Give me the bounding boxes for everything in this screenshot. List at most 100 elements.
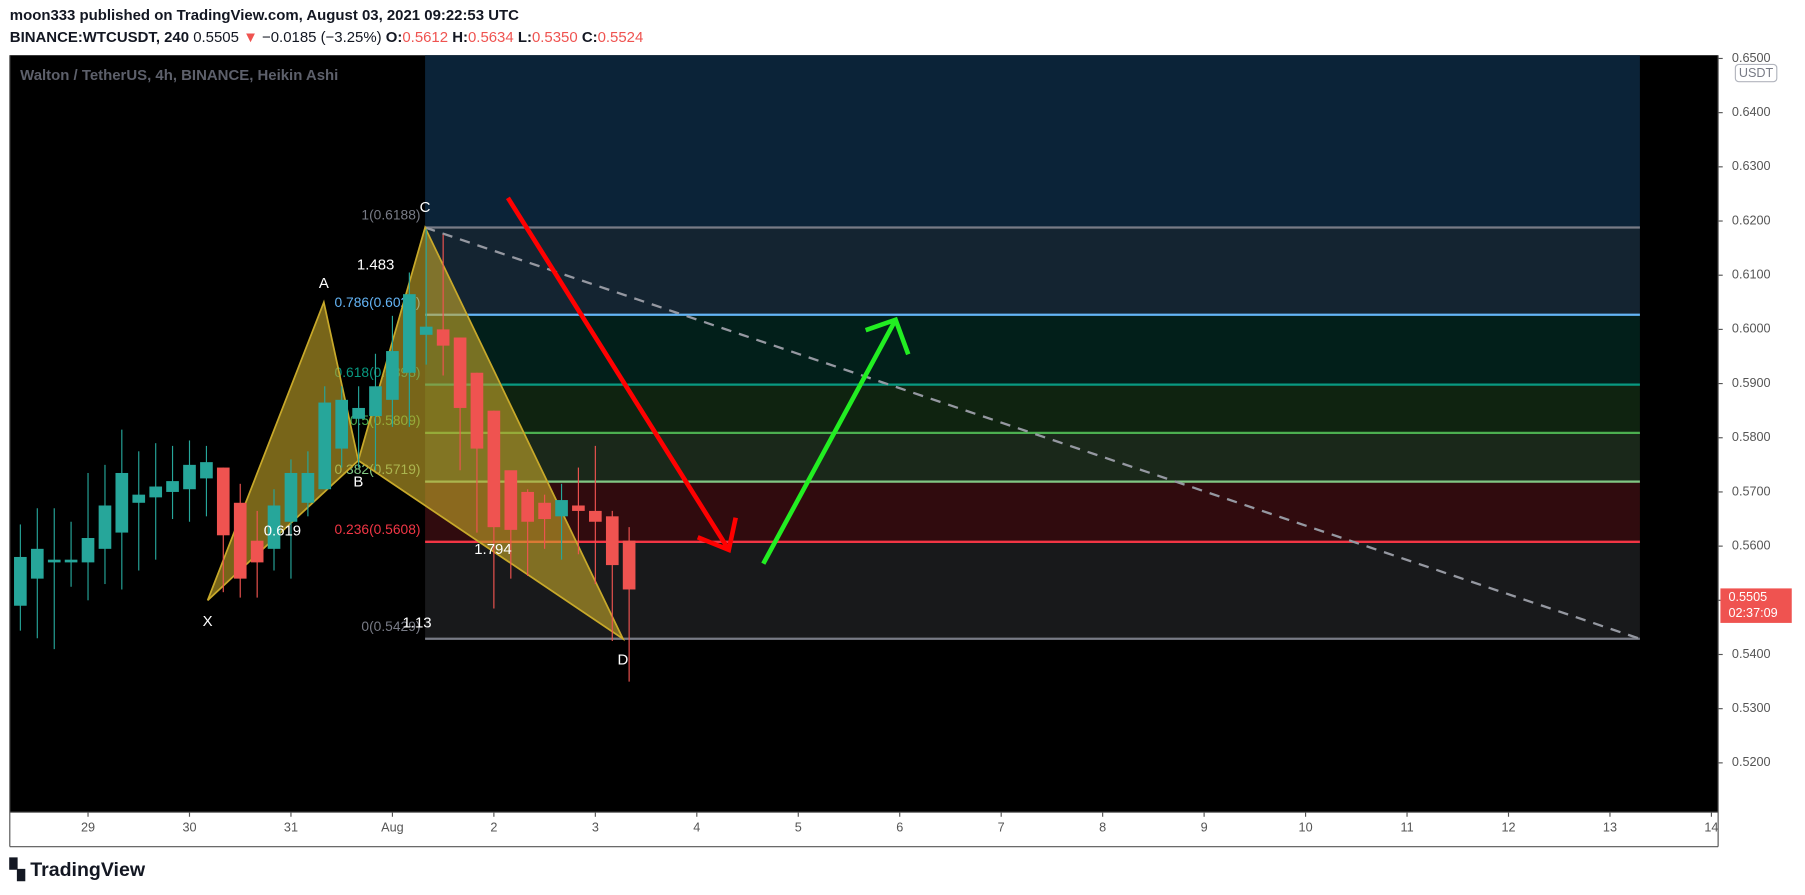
fib-label: 0.236(0.5608)	[335, 522, 421, 537]
fib-label: 1(0.6188)	[361, 208, 420, 223]
fib-zone	[425, 432, 1640, 482]
currency: USDT	[1739, 66, 1774, 80]
x-tick-label: 13	[1603, 821, 1617, 835]
price-tag	[1720, 588, 1792, 623]
green-arrow	[761, 316, 911, 565]
candle-body	[132, 494, 146, 503]
trend-line	[424, 226, 1641, 640]
y-tick-label: 0.5600	[1732, 538, 1771, 552]
x-tick-label: 12	[1501, 821, 1515, 835]
ratio-label: 1.13	[402, 614, 431, 631]
pattern-point-label: D	[618, 652, 629, 669]
y-tick-label: 0.5700	[1732, 484, 1771, 498]
candle-body	[605, 516, 619, 566]
x-tick-label: 7	[998, 821, 1005, 835]
pattern-point-label: A	[319, 275, 329, 292]
ratio-label: 1.483	[357, 257, 394, 274]
candle-body	[14, 556, 27, 606]
candle-body	[386, 351, 399, 400]
l-label: L:	[518, 29, 532, 46]
candle-body	[115, 472, 129, 533]
fib-label: 0(0.5429)	[361, 619, 420, 634]
x-tick-label: 10	[1299, 821, 1313, 835]
candle-body	[64, 559, 78, 563]
candle-body	[166, 481, 179, 492]
x-tick-label: 30	[182, 821, 196, 835]
currency-box	[1734, 63, 1778, 83]
quote-line: BINANCE:WTCUSDT, 240 0.5505 ▼ −0.0185 (−…	[10, 29, 643, 46]
candle-body	[538, 502, 551, 520]
y-tick-label: 0.6200	[1732, 213, 1771, 227]
y-tick-label: 0.6000	[1732, 322, 1771, 336]
fib-label: 0.786(0.6027)	[335, 295, 421, 310]
fib-zone	[425, 384, 1640, 433]
fib-zone	[425, 314, 1640, 385]
candle-body	[622, 540, 636, 590]
price-tag-label: 0.5505	[1728, 590, 1767, 604]
candle-body	[200, 462, 213, 479]
red-arrow	[505, 196, 738, 554]
y-tick-label: 0.5200	[1732, 755, 1771, 769]
x-tick-label: 31	[284, 821, 298, 835]
candle-body	[233, 502, 247, 579]
candle-body	[352, 407, 365, 419]
candle-body	[47, 559, 61, 563]
fib-top-zone	[425, 55, 1640, 228]
y-tick-label: 0.6300	[1732, 159, 1771, 173]
candle-body	[183, 464, 196, 490]
y-tick-label: 0.5900	[1732, 376, 1771, 390]
candle-body	[555, 500, 568, 517]
y-tick-label: 0.6100	[1732, 268, 1771, 282]
y-tick-label: 0.5300	[1732, 701, 1771, 715]
l: 0.5350	[532, 29, 578, 46]
candle-body	[403, 294, 416, 373]
x-tick-label: 14	[1704, 821, 1718, 835]
x-tick-label: Aug	[381, 821, 404, 835]
candle-body	[30, 548, 44, 579]
h-label: H:	[452, 29, 468, 46]
c: 0.5524	[598, 29, 644, 46]
x-tick-label: 2	[490, 821, 497, 835]
x-tick-label: 8	[1099, 821, 1106, 835]
x-tick-label: 9	[1201, 821, 1208, 835]
x-tick-label: 3	[592, 821, 599, 835]
candle-body	[572, 505, 585, 511]
candle-body	[267, 505, 281, 549]
candle-body	[81, 538, 95, 563]
publish-line: moon333 published on TradingView.com, Au…	[10, 7, 519, 24]
plot-layer: 1(0.6188)0.786(0.6027)0.618(0.5898)0.5(0…	[14, 51, 1792, 835]
candle-body	[318, 402, 332, 490]
pattern-point-label: C	[420, 199, 431, 216]
fib-zone	[425, 481, 1640, 542]
candle-body	[335, 399, 349, 449]
overlay-layer: Walton / TetherUS, 4h, BINANCE, Heikin A…	[9, 63, 1778, 882]
pattern-point-label: X	[203, 613, 213, 630]
symbol: BINANCE:WTCUSDT, 240	[10, 29, 189, 46]
x-tick-label: 11	[1400, 821, 1413, 835]
h: 0.5634	[468, 29, 514, 46]
ratio-label: 0.619	[264, 522, 301, 539]
price-axis-bg	[1718, 55, 1805, 813]
candle-body	[216, 467, 230, 536]
price-tag-timer: 02:37:09	[1728, 606, 1777, 620]
o: 0.5612	[402, 29, 448, 46]
candle-body	[250, 540, 264, 563]
candle-body	[149, 486, 163, 498]
candle-body	[98, 505, 112, 549]
x-tick-label: 5	[795, 821, 802, 835]
candle-body	[369, 386, 382, 417]
x-tick-label: 29	[81, 821, 95, 835]
candle-body	[301, 472, 315, 503]
candle-body	[436, 329, 450, 346]
candle-body	[419, 326, 433, 335]
candle-body	[589, 510, 602, 522]
fib-zone	[425, 227, 1640, 315]
candle-body	[521, 491, 534, 522]
candle-body	[504, 470, 518, 530]
candle-body	[284, 472, 298, 522]
candle-body	[487, 410, 501, 528]
y-tick-label: 0.5800	[1732, 430, 1771, 444]
arrow: ▼	[243, 29, 258, 46]
change: −0.0185 (−3.25%)	[262, 29, 382, 46]
